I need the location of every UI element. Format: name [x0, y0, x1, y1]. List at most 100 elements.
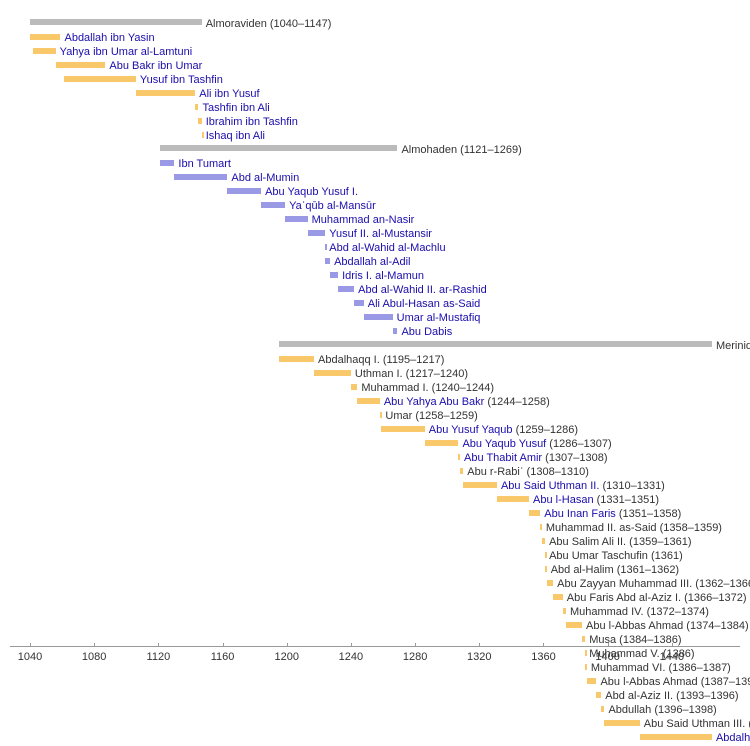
- ruler-name[interactable]: Abdallah ibn Yasin: [64, 32, 154, 44]
- ruler-label: Ibrahim ibn Tashfin: [206, 116, 298, 128]
- ruler-name[interactable]: Yahya ibn Umar al-Lamtuni: [60, 46, 192, 58]
- ruler-name: Abu r-Rabiʿ: [467, 466, 523, 478]
- ruler-label: Abu Umar Taschufin (1361): [549, 550, 683, 562]
- ruler-label: Ishaq ibn Ali: [206, 130, 265, 142]
- ruler-name[interactable]: Muhammad an-Nasir: [312, 214, 415, 226]
- ruler-name: Abu Faris Abd al-Aziz I.: [567, 592, 681, 604]
- ruler-row: Abu Inan Faris (1351–1358): [10, 508, 740, 522]
- ruler-row: Abd al-Wahid II. ar-Rashid: [10, 284, 740, 298]
- x-tick-label: 1160: [211, 651, 235, 663]
- x-tick: [30, 643, 31, 647]
- ruler-row: Ibrahim ibn Tashfin: [10, 116, 740, 130]
- ruler-name[interactable]: Abu Yaqub Yusuf I.: [265, 186, 358, 198]
- ruler-name[interactable]: Abd al-Wahid al-Machlu: [329, 242, 445, 254]
- ruler-name[interactable]: Abu Said Uthman II.: [501, 480, 599, 492]
- ruler-label: Abd al-Wahid II. ar-Rashid: [358, 284, 487, 296]
- ruler-bar: [596, 692, 601, 698]
- x-tick: [543, 643, 544, 647]
- x-tick: [158, 643, 159, 647]
- ruler-row: Abu l-Abbas Ahmad (1374–1384): [10, 620, 740, 634]
- ruler-name[interactable]: Abu Bakr ibn Umar: [109, 60, 202, 72]
- ruler-row: Ali Abul-Hasan as-Said: [10, 298, 740, 312]
- ruler-name: Abd al-Halim: [551, 564, 614, 576]
- ruler-label: Abdullah (1396–1398): [608, 704, 716, 716]
- ruler-name[interactable]: Ishaq ibn Ali: [206, 130, 265, 142]
- ruler-name: Umar: [385, 410, 412, 422]
- ruler-name[interactable]: Abdalhaqq II.: [716, 732, 750, 744]
- ruler-name[interactable]: Abu Inan Faris: [544, 508, 616, 520]
- ruler-row: Idris I. al-Mamun: [10, 270, 740, 284]
- ruler-bar: [338, 286, 354, 292]
- ruler-name[interactable]: Ibn Tumart: [178, 158, 231, 170]
- ruler-name[interactable]: Abu Thabit Amir: [464, 452, 542, 464]
- ruler-name: Abu l-Abbas Ahmad: [586, 620, 683, 632]
- ruler-name[interactable]: Idris I. al-Mamun: [342, 270, 424, 282]
- ruler-label: Umar al-Mustafiq: [397, 312, 481, 324]
- ruler-name[interactable]: Abu Yusuf Yaqub: [429, 424, 513, 436]
- ruler-name[interactable]: Abdallah al-Adil: [334, 256, 410, 268]
- ruler-bar: [425, 440, 459, 446]
- ruler-name[interactable]: Yaʿqūb al-Mansūr: [289, 200, 376, 212]
- ruler-years: (1387–1393): [698, 676, 750, 688]
- ruler-row: Uthman I. (1217–1240): [10, 368, 740, 382]
- ruler-label: Muhammad IV. (1372–1374): [570, 606, 709, 618]
- ruler-years: (1361): [648, 550, 683, 562]
- ruler-name[interactable]: Abu Yahya Abu Bakr: [384, 396, 485, 408]
- ruler-row: Ali ibn Yusuf: [10, 88, 740, 102]
- ruler-name[interactable]: Abd al-Mumin: [231, 172, 299, 184]
- x-tick-label: 1360: [531, 651, 555, 663]
- ruler-label: Muhammad an-Nasir: [312, 214, 415, 226]
- ruler-label: Abu l-Abbas Ahmad (1374–1384): [586, 620, 749, 632]
- ruler-label: Abdallah al-Adil: [334, 256, 410, 268]
- ruler-bar: [463, 482, 497, 488]
- ruler-row: Abu Yaqub Yusuf (1286–1307): [10, 438, 740, 452]
- ruler-label: Abu Yaqub Yusuf (1286–1307): [462, 438, 611, 450]
- ruler-row: Abu Salim Ali II. (1359–1361): [10, 536, 740, 550]
- x-tick-label: 1280: [403, 651, 427, 663]
- ruler-years: (1308–1310): [524, 466, 589, 478]
- ruler-bar: [566, 622, 582, 628]
- ruler-label: Abu Zayyan Muhammad III. (1362–1366): [557, 578, 750, 590]
- ruler-bar: [587, 678, 597, 684]
- x-tick-label: 1200: [274, 651, 298, 663]
- ruler-row: Abd al-Wahid al-Machlu: [10, 242, 740, 256]
- x-tick: [223, 643, 224, 647]
- ruler-name[interactable]: Yusuf II. al-Mustansir: [329, 228, 432, 240]
- ruler-bar: [198, 118, 201, 124]
- ruler-row: Yahya ibn Umar al-Lamtuni: [10, 46, 740, 60]
- ruler-name[interactable]: Umar al-Mustafiq: [397, 312, 481, 324]
- ruler-label: Abu Yahya Abu Bakr (1244–1258): [384, 396, 550, 408]
- ruler-name[interactable]: Ali ibn Yusuf: [199, 88, 259, 100]
- ruler-bar: [545, 552, 547, 558]
- ruler-row: Abu Thabit Amir (1307–1308): [10, 452, 740, 466]
- ruler-name[interactable]: Yusuf ibn Tashfin: [140, 74, 223, 86]
- ruler-name[interactable]: Abu Dabis: [401, 326, 452, 338]
- ruler-bar: [640, 734, 712, 740]
- ruler-bar: [325, 258, 330, 264]
- ruler-label: Idris I. al-Mamun: [342, 270, 424, 282]
- ruler-bar: [314, 370, 351, 376]
- ruler-label: Abd al-Aziz II. (1393–1396): [605, 690, 738, 702]
- ruler-years: (1358–1359): [657, 522, 722, 534]
- ruler-bar: [279, 356, 314, 362]
- ruler-row: Abu Faris Abd al-Aziz I. (1366–1372): [10, 592, 740, 606]
- ruler-name[interactable]: Ali Abul-Hasan as-Said: [368, 298, 481, 310]
- ruler-bar: [364, 314, 393, 320]
- ruler-bar: [604, 720, 639, 726]
- ruler-bar: [540, 524, 542, 530]
- ruler-name[interactable]: Abu l-Hasan: [533, 494, 594, 506]
- ruler-row: Abd al-Halim (1361–1362): [10, 564, 740, 578]
- dynasty-row: Meriniden (1195–1465): [10, 340, 740, 354]
- ruler-name: Musa: [589, 634, 616, 646]
- ruler-label: Abu Thabit Amir (1307–1308): [464, 452, 608, 464]
- x-tick: [479, 643, 480, 647]
- ruler-name[interactable]: Ibrahim ibn Tashfin: [206, 116, 298, 128]
- ruler-years: (1366–1372): [681, 592, 746, 604]
- ruler-name: Muhammad II. as-Said: [546, 522, 657, 534]
- ruler-bar: [582, 636, 585, 642]
- ruler-name[interactable]: Abd al-Wahid II. ar-Rashid: [358, 284, 487, 296]
- ruler-bar: [308, 230, 326, 236]
- ruler-name[interactable]: Tashfin ibn Ali: [202, 102, 269, 114]
- ruler-name[interactable]: Abu Yaqub Yusuf: [462, 438, 546, 450]
- x-tick-label: 1040: [18, 651, 42, 663]
